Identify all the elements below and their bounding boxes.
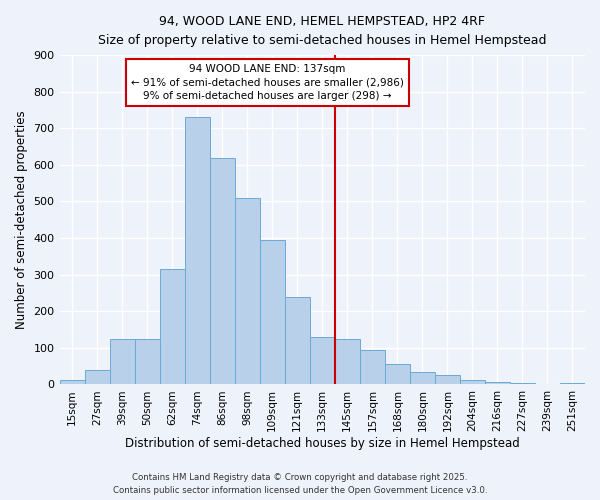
Bar	[310, 337, 335, 384]
Bar	[110, 338, 134, 384]
Bar	[185, 118, 209, 384]
Bar	[160, 269, 185, 384]
Bar	[560, 383, 585, 384]
Bar	[360, 350, 385, 384]
Bar	[485, 382, 510, 384]
Bar	[260, 240, 285, 384]
Bar	[285, 296, 310, 384]
Bar	[134, 338, 160, 384]
Text: Contains HM Land Registry data © Crown copyright and database right 2025.
Contai: Contains HM Land Registry data © Crown c…	[113, 474, 487, 495]
Bar	[209, 158, 235, 384]
Bar	[59, 380, 85, 384]
Text: 94 WOOD LANE END: 137sqm
← 91% of semi-detached houses are smaller (2,986)
9% of: 94 WOOD LANE END: 137sqm ← 91% of semi-d…	[131, 64, 404, 100]
Bar	[435, 376, 460, 384]
Bar	[335, 338, 360, 384]
Y-axis label: Number of semi-detached properties: Number of semi-detached properties	[15, 110, 28, 329]
Bar	[85, 370, 110, 384]
Title: 94, WOOD LANE END, HEMEL HEMPSTEAD, HP2 4RF
Size of property relative to semi-de: 94, WOOD LANE END, HEMEL HEMPSTEAD, HP2 …	[98, 15, 547, 47]
Bar	[235, 198, 260, 384]
Bar	[410, 372, 435, 384]
Bar	[460, 380, 485, 384]
Bar	[385, 364, 410, 384]
X-axis label: Distribution of semi-detached houses by size in Hemel Hempstead: Distribution of semi-detached houses by …	[125, 437, 520, 450]
